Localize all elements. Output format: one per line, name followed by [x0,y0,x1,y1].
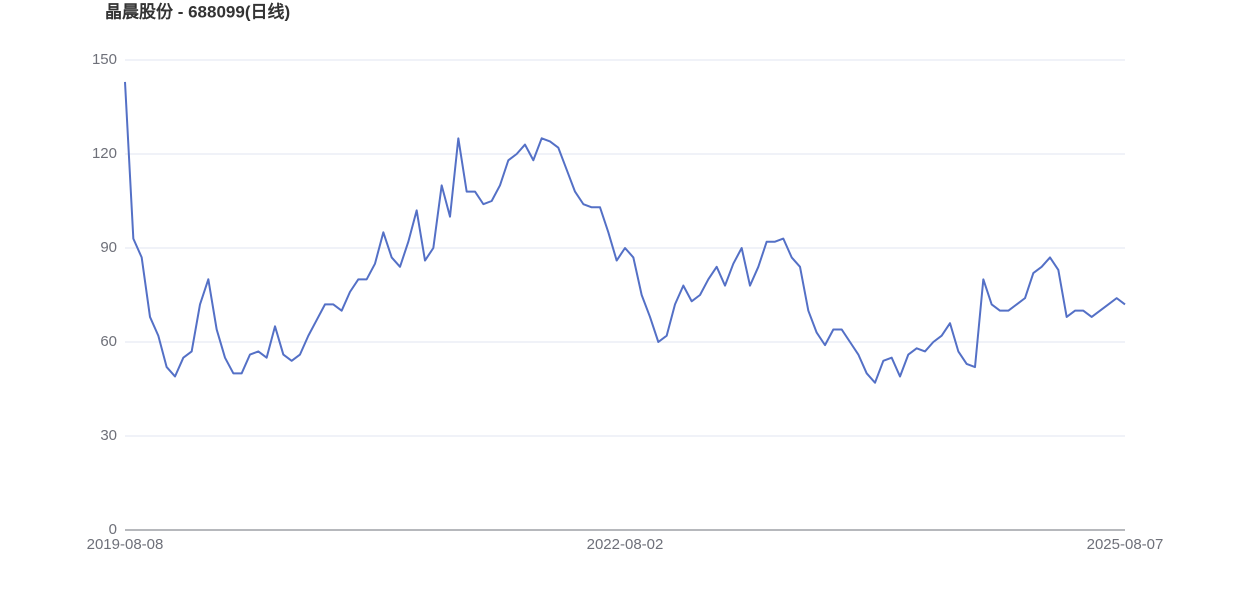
chart-title: 晶晨股份 - 688099(日线) [105,1,290,21]
x-tick-label: 2019-08-08 [87,536,164,553]
y-tick-label: 60 [100,333,117,350]
y-tick-label: 120 [92,145,117,162]
x-tick-label: 2022-08-02 [587,536,664,553]
y-tick-label: 150 [92,51,117,68]
price-line [124,81,1126,384]
x-tick-label: 2025-08-07 [1087,536,1164,553]
y-tick-label: 0 [109,521,117,538]
y-tick-label: 90 [100,239,117,256]
y-tick-label: 30 [100,427,117,444]
